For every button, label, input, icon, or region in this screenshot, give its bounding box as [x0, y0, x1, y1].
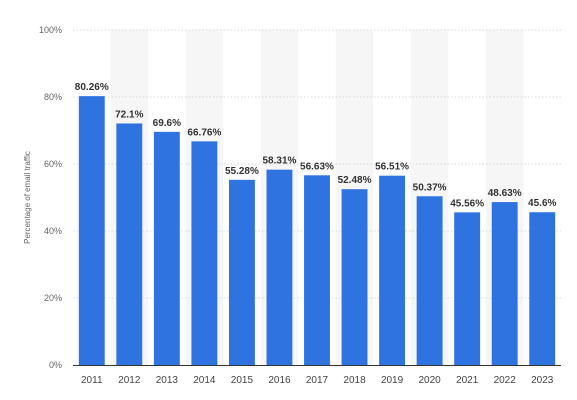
x-tick-label: 2022	[494, 375, 517, 386]
data-labels: 80.26% 72.1% 69.6% 66.76% 55.28% 58.31%56.63%…	[75, 82, 557, 209]
y-axis-title: Percentage of email traffic	[23, 151, 32, 244]
data-label: 58.31%	[263, 156, 297, 167]
bar	[416, 196, 443, 365]
data-label: 45.6%	[528, 198, 556, 209]
x-tick-label: 2013	[156, 375, 179, 386]
y-tick-label: 0%	[49, 360, 62, 370]
bar	[228, 179, 255, 365]
x-tick-label: 2018	[343, 375, 366, 386]
data-label: 50.37%	[413, 182, 447, 193]
bars	[78, 96, 556, 365]
bar	[529, 212, 556, 365]
x-tick-label: 2015	[231, 375, 254, 386]
bar	[78, 96, 105, 365]
bar	[153, 131, 180, 365]
y-axis-ticks: 0% 20% 40% 60% 80% 100%	[39, 25, 62, 370]
data-label: 69.6%	[153, 118, 181, 129]
data-label: 66.76%	[187, 127, 221, 138]
x-tick-label: 2011	[81, 375, 103, 386]
bar	[341, 189, 368, 365]
x-tick-label: 2016	[268, 375, 291, 386]
bar	[266, 169, 293, 365]
bar	[491, 202, 518, 365]
y-tick-label: 20%	[44, 293, 62, 303]
y-tick-label: 100%	[39, 25, 62, 35]
y-tick-label: 60%	[44, 159, 62, 169]
x-tick-label: 2023	[531, 375, 554, 386]
bar	[304, 175, 330, 365]
bar	[116, 123, 143, 365]
data-label: 55.28%	[225, 166, 259, 177]
data-label: 72.1%	[115, 109, 143, 120]
x-tick-label: 2017	[306, 375, 329, 386]
y-tick-label: 40%	[44, 226, 62, 236]
bar	[191, 141, 218, 365]
data-label: 56.51%	[375, 162, 409, 173]
x-tick-label: 2012	[118, 375, 141, 386]
bar	[454, 212, 481, 365]
x-axis-ticks: 2011 2012 2013 2014 2015 2016 2017 2018 2019 2020…	[81, 375, 554, 386]
x-tick-label: 2021	[456, 375, 479, 386]
x-tick-label: 2020	[418, 375, 441, 386]
x-tick-label: 2019	[381, 375, 404, 386]
data-label: 52.48%	[338, 175, 372, 186]
x-tick-label: 2014	[193, 375, 216, 386]
y-tick-label: 80%	[44, 92, 62, 102]
data-label: 80.26%	[75, 82, 109, 93]
data-label: 56.63%	[300, 161, 334, 172]
bar	[379, 175, 406, 365]
data-label: 45.56%	[450, 198, 484, 209]
data-label: 48.63%	[488, 188, 522, 199]
